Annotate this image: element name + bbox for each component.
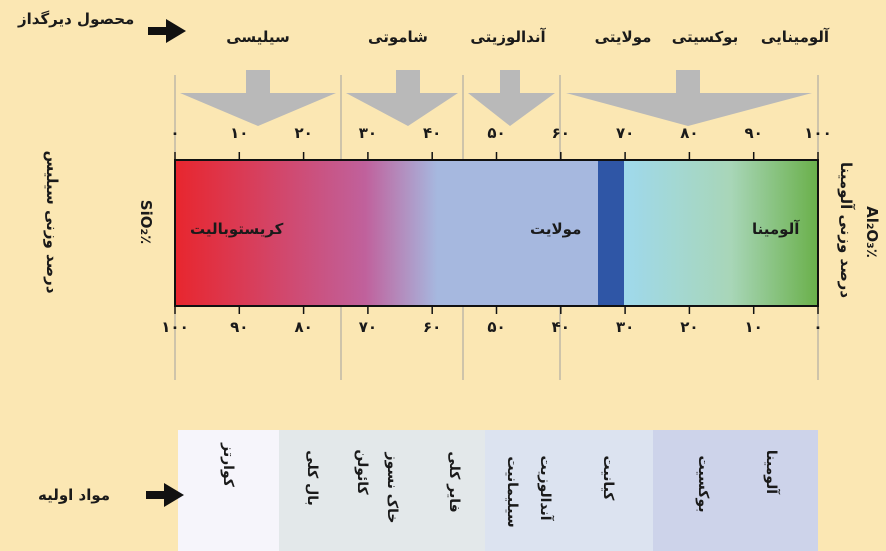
raw-materials-title: مواد اولیه [38, 486, 111, 504]
top-tick-label: ۱۰ [230, 124, 249, 142]
tick-marks [174, 152, 819, 314]
raw-bg-sillimanite [485, 430, 653, 551]
raw-kyanite: کیانیت [600, 455, 616, 501]
top-tick-label: ۸۰ [680, 124, 699, 142]
raw-alumina: آلومینا [763, 449, 779, 495]
top-tick-label: ۵۰ [487, 124, 506, 142]
left-axis-label: درصد وزنی سیلیس [43, 150, 61, 294]
right-axis-unit: ٪Al₂O₃ [863, 206, 881, 258]
raw-bauxite: بوکسیت [695, 455, 711, 513]
bottom-tick-label: ۷۰ [358, 318, 378, 336]
bottom-tick-label: ۸۰ [294, 318, 313, 336]
top-tick-label: ۱۰۰ [804, 124, 832, 142]
bar-alumina-side [624, 160, 818, 306]
bottom-tick-label: ۵۰ [487, 318, 506, 336]
raw-fire-clay: فایر کلی [446, 451, 462, 513]
raw-kaolin: کائولن [354, 449, 370, 495]
bottom-tick-label: ۱۰۰ [161, 318, 189, 336]
left-axis-unit: ٪SiO₂ [137, 199, 155, 245]
bottom-tick-label: ۲۰ [680, 318, 699, 336]
arrow-silica [180, 70, 336, 126]
raw-fireclay-soil: خاک نسوز [384, 452, 400, 524]
phase-mullite: مولایت [530, 220, 582, 238]
raw-bg-bauxite [653, 430, 818, 551]
raw-sillimanite: سیلیمانیت [504, 456, 520, 528]
arrow-right-icon [146, 19, 186, 507]
top-tick-label: ۳۰ [358, 124, 378, 142]
bottom-tick-label: ۱۰ [744, 318, 763, 336]
phase-cristobalite: کریستوبالیت [190, 220, 284, 238]
phase-alumina: آلومینا [752, 220, 800, 238]
arrow-andalusite [468, 70, 555, 126]
arrow-alumina-group [566, 70, 812, 126]
bottom-tick-label: ۰ [813, 318, 823, 336]
raw-ball-clay: بال کلی [304, 450, 320, 506]
raw-bg-clays [279, 430, 485, 551]
top-tick-label: ۶۰ [551, 124, 570, 142]
top-tick-label: ۲۰ [294, 124, 313, 142]
bottom-tick-label: ۴۰ [551, 318, 570, 336]
product-andalusite: آندالوزیتی [470, 28, 546, 46]
product-mullite: مولایتی [594, 28, 652, 46]
arrow-chamotte [346, 70, 458, 126]
product-chamotte: شاموتی [368, 28, 428, 46]
top-tick-label: ۴۰ [423, 124, 442, 142]
product-silica: سیلیسی [226, 28, 290, 46]
right-axis-label: درصد وزنی آلومینا [837, 161, 855, 299]
raw-bg-quartz [178, 430, 279, 551]
raw-quartz: کوارتز [220, 443, 236, 487]
product-arrows [180, 70, 812, 126]
bottom-tick-label: ۹۰ [230, 318, 249, 336]
product-bauxite: بوکسیتی [671, 28, 739, 46]
bottom-tick-label: ۳۰ [615, 318, 635, 336]
bottom-tick-label: ۶۰ [423, 318, 442, 336]
bar-mullite-band [598, 160, 624, 306]
product-alumina: آلومینایی [760, 28, 830, 46]
bar-silica-side [175, 160, 598, 306]
top-tick-label: ۹۰ [744, 124, 763, 142]
product-title: محصول دیرگداز [18, 10, 135, 28]
raw-andalusite: آندالوزیت [537, 455, 553, 521]
top-tick-label: ۰ [170, 124, 180, 142]
top-tick-label: ۷۰ [615, 124, 635, 142]
